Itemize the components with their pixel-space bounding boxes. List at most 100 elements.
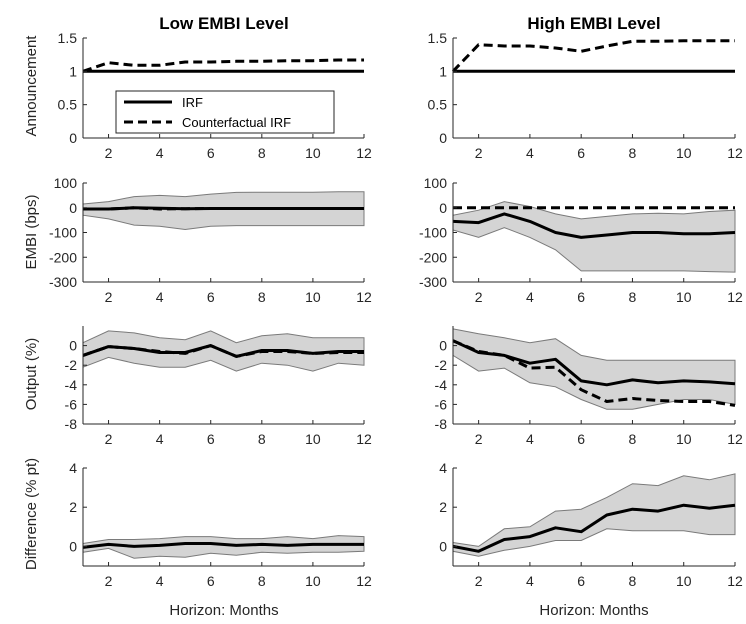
high-announcement-ytick-label: 1 [439,63,447,79]
legend: IRF Counterfactual IRF [115,90,335,134]
low-output-ytick-label: -8 [65,416,78,432]
low-difference-ytick-label: 0 [69,538,77,554]
low-embi-xtick-label: 8 [258,289,266,305]
ylabel-announcement: Announcement [23,35,40,137]
ylabel-embi: EMBI (bps) [23,194,40,269]
low-announcement-ytick-label: 1.5 [58,30,78,46]
high-announcement-xtick-label: 12 [727,145,743,161]
low-announcement-xtick-label: 4 [156,145,164,161]
high-difference-panel: 0 2 4 2 4 6 8 10 12 [439,460,743,589]
xlabel-left: Horizon: Months [169,602,278,619]
column-title-high: High EMBI Level [527,14,660,33]
high-difference-xtick-label: 10 [676,573,692,589]
low-difference-xtick-label: 8 [258,573,266,589]
high-embi-xtick-label: 8 [629,289,637,305]
low-embi-counterfactual-irf-line [83,206,364,211]
high-announcement-xtick-label: 6 [577,145,585,161]
low-output-ytick-label: -2 [65,357,78,373]
high-announcement-xtick-label: 10 [676,145,692,161]
high-difference-ytick-label: 4 [439,460,447,476]
high-difference-ytick-label: 2 [439,499,447,515]
low-difference-panel: 0 2 4 2 4 6 8 10 12 [69,460,372,589]
high-announcement-xtick-label: 2 [475,145,483,161]
high-embi-ytick-label: 100 [424,175,448,191]
low-embi-ytick-label: 0 [69,200,77,216]
high-output-ytick-label: -2 [435,357,448,373]
high-output-ytick-label: -6 [435,396,448,412]
legend-counterfactual-label: Counterfactual IRF [182,115,291,130]
low-embi-xtick-label: 12 [356,289,372,305]
high-announcement-xtick-label: 4 [526,145,534,161]
high-embi-xtick-label: 10 [676,289,692,305]
high-announcement-ytick-label: 0.5 [428,97,448,113]
low-announcement-counterfactual-irf-line [82,58,364,73]
low-output-ytick-label: -4 [65,377,78,393]
low-embi-xtick-label: 2 [105,289,113,305]
low-embi-xtick-label: 4 [156,289,164,305]
low-difference-xtick-label: 10 [305,573,321,589]
low-difference-ytick-label: 2 [69,499,77,515]
low-output-panel: -8 -6 -4 -2 0 2 4 6 8 10 12 [65,326,372,447]
high-output-ytick-label: -8 [435,416,448,432]
high-embi-xtick-label: 4 [526,289,534,305]
low-difference-xtick-label: 4 [156,573,164,589]
low-embi-xtick-label: 10 [305,289,321,305]
high-difference-xtick-label: 6 [577,573,585,589]
low-announcement-xtick-label: 10 [305,145,321,161]
ylabel-difference: Difference (% pt) [23,458,40,570]
high-difference-confidence-band [452,473,736,557]
column-title-low: Low EMBI Level [159,14,288,33]
low-output-xtick-label: 4 [156,431,164,447]
high-output-ytick-label: -4 [435,377,448,393]
low-difference-xtick-label: 12 [356,573,372,589]
low-announcement-ytick-label: 0.5 [58,97,78,113]
low-output-counterfactual-irf-line [82,344,364,358]
low-difference-ytick-label: 4 [69,460,77,476]
high-embi-ytick-label: 0 [439,200,447,216]
high-difference-ytick-label: 0 [439,538,447,554]
low-embi-panel: -300 -200 -100 0 100 2 4 6 8 10 12 [49,175,372,305]
legend-irf-label: IRF [182,95,203,110]
low-difference-confidence-band [82,535,365,559]
low-announcement-xtick-label: 8 [258,145,266,161]
low-embi-ytick-label: -200 [49,249,77,265]
low-output-xtick-label: 12 [356,431,372,447]
low-announcement-xtick-label: 6 [207,145,215,161]
low-announcement-xtick-label: 12 [356,145,372,161]
low-embi-xtick-label: 6 [207,289,215,305]
low-difference-xtick-label: 6 [207,573,215,589]
high-difference-xtick-label: 4 [526,573,534,589]
high-output-xtick-label: 6 [577,431,585,447]
high-announcement-ytick-label: 0 [439,130,447,146]
low-output-ytick-label: -6 [65,396,78,412]
low-announcement-ytick-label: 1 [69,63,77,79]
high-embi-ytick-label: -300 [419,274,447,290]
high-embi-panel: -300 -200 -100 0 100 2 4 6 8 10 12 [419,175,743,305]
low-output-ytick-label: 0 [69,338,77,354]
low-embi-confidence-band [82,191,365,231]
high-embi-xtick-label: 12 [727,289,743,305]
high-output-counterfactual-irf-line [452,339,736,407]
high-embi-xtick-label: 6 [577,289,585,305]
high-announcement-counterfactual-irf-line [451,39,735,73]
low-output-xtick-label: 10 [305,431,321,447]
high-output-xtick-label: 8 [629,431,637,447]
low-difference-xtick-label: 2 [105,573,113,589]
xlabel-right: Horizon: Months [539,602,648,619]
high-announcement-xtick-label: 8 [629,145,637,161]
low-announcement-xtick-label: 2 [105,145,113,161]
low-announcement-ytick-label: 0 [69,130,77,146]
low-embi-ytick-label: -100 [49,225,77,241]
high-output-xtick-label: 12 [727,431,743,447]
high-announcement-ytick-label: 1.5 [428,30,448,46]
high-difference-xtick-label: 8 [629,573,637,589]
high-embi-ytick-label: -200 [419,249,447,265]
ylabel-output: Output (%) [23,338,40,411]
high-embi-ytick-label: -100 [419,225,447,241]
high-difference-xtick-label: 12 [727,573,743,589]
high-output-xtick-label: 2 [475,431,483,447]
high-embi-irf-line [452,212,736,239]
high-output-xtick-label: 10 [676,431,692,447]
